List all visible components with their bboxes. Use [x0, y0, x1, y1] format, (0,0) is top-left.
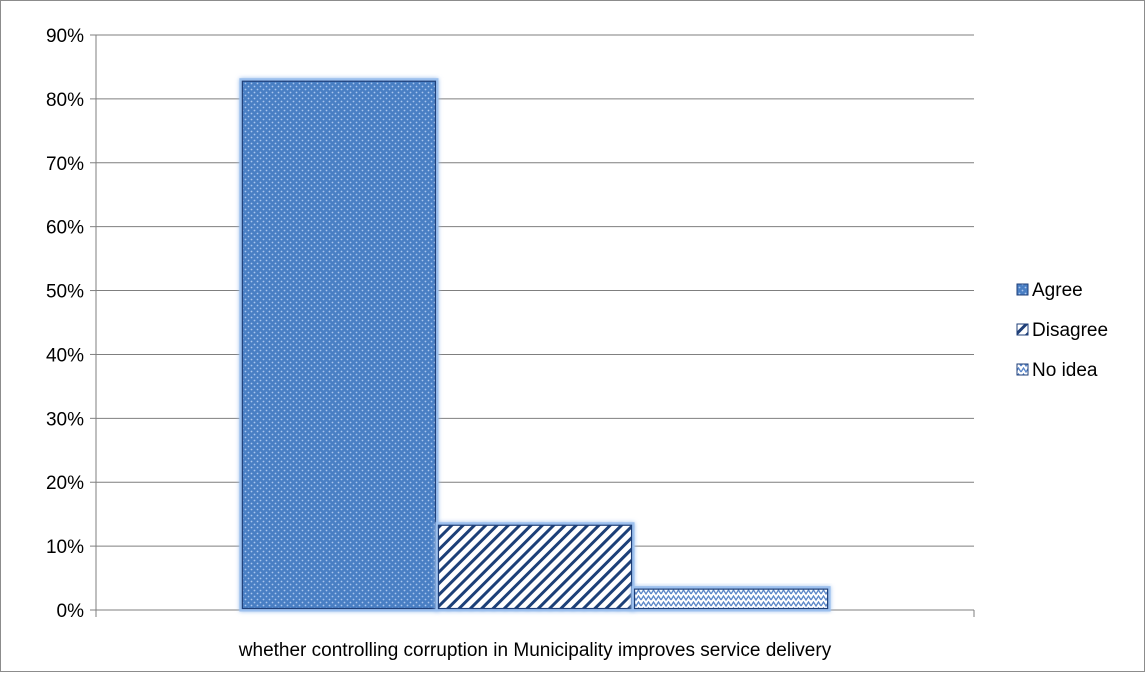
bar-edge	[437, 524, 633, 610]
bar	[435, 522, 635, 612]
bars	[239, 78, 831, 612]
y-tick-label: 0%	[57, 601, 85, 622]
y-tick-label: 80%	[46, 90, 84, 111]
y-tick-label: 60%	[46, 218, 84, 239]
y-tick-label: 40%	[46, 345, 84, 366]
bar	[239, 78, 439, 612]
y-tick-label: 50%	[46, 282, 84, 303]
bar-edge	[241, 80, 437, 610]
y-tick-label: 10%	[46, 537, 84, 558]
gridlines	[96, 34, 974, 547]
y-tick-label: 30%	[46, 409, 84, 430]
bar-edge	[633, 588, 829, 610]
legend: Agree Disagree No idea	[1016, 280, 1108, 381]
x-category-label: whether controlling corruption in Munici…	[238, 640, 832, 661]
legend-label: No idea	[1032, 360, 1098, 381]
legend-item-no-idea: No idea	[1016, 360, 1098, 381]
legend-swatch	[1016, 363, 1029, 376]
y-tick-label: 70%	[46, 154, 84, 175]
y-tick-label: 20%	[46, 473, 84, 494]
legend-label: Agree	[1032, 280, 1083, 301]
y-tick-label: 90%	[46, 26, 84, 47]
legend-label: Disagree	[1032, 320, 1108, 341]
legend-swatch	[1016, 323, 1029, 336]
bar-no-idea	[631, 586, 831, 612]
bar	[631, 586, 831, 612]
bar-disagree	[435, 522, 635, 612]
axis-labels: 0% 10% 20% 30% 40% 50% 60% 70% 80% 90% whether con…	[46, 26, 832, 661]
legend-item-agree: Agree	[1016, 280, 1083, 301]
legend-item-disagree: Disagree	[1016, 320, 1108, 341]
legend-swatch	[1016, 283, 1029, 296]
bar-agree	[239, 78, 439, 612]
